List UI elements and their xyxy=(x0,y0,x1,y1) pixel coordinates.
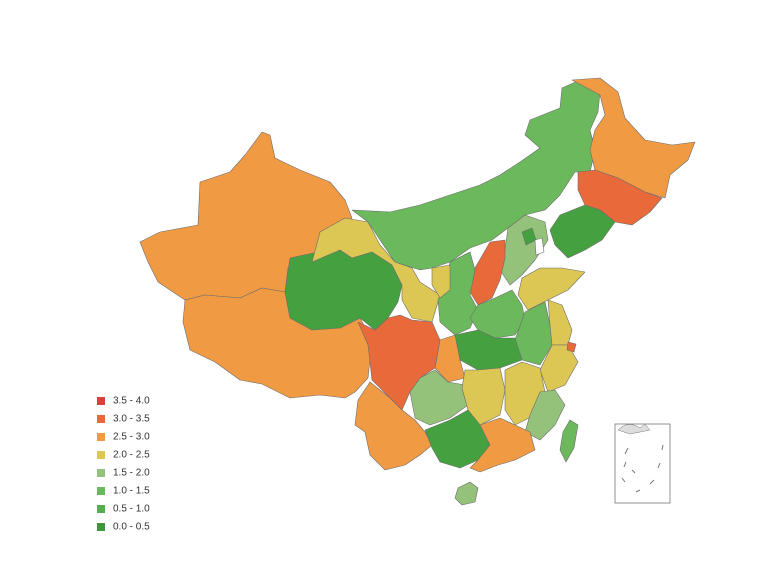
legend-label[interactable]: 2.0 - 2.5 xyxy=(113,450,150,461)
legend-label[interactable]: 2.5 - 3.0 xyxy=(113,432,150,443)
legend-label[interactable]: 0.5 - 1.0 xyxy=(113,504,150,515)
legend-swatch[interactable] xyxy=(97,451,105,459)
legend-label[interactable]: 3.0 - 3.5 xyxy=(113,414,150,425)
region xyxy=(549,204,616,259)
legend: 3.5 - 4.0 3.0 - 3.5 2.5 - 3.0 2.0 - 2.5 1.5 … xyxy=(97,396,150,533)
legend-label[interactable]: 1.5 - 2.0 xyxy=(113,468,150,479)
inset-dashes xyxy=(621,444,664,493)
region xyxy=(354,381,433,471)
inset-land xyxy=(617,423,651,435)
legend-label[interactable]: 3.5 - 4.0 xyxy=(113,396,150,407)
region xyxy=(469,417,536,473)
region xyxy=(571,77,696,199)
region xyxy=(454,329,523,371)
region xyxy=(517,267,586,311)
south-sea-inset xyxy=(614,423,671,504)
region xyxy=(524,389,566,441)
legend-swatch[interactable] xyxy=(97,487,105,495)
legend-label[interactable]: 0.0 - 0.5 xyxy=(113,522,150,533)
region xyxy=(461,367,506,426)
legend-swatch[interactable] xyxy=(97,523,105,531)
region xyxy=(534,237,545,256)
region xyxy=(431,264,451,299)
region xyxy=(559,419,579,463)
region xyxy=(566,341,577,353)
region xyxy=(182,287,373,399)
provinces xyxy=(139,77,696,506)
region xyxy=(454,481,479,506)
legend-swatch[interactable] xyxy=(97,397,105,405)
legend-swatch[interactable] xyxy=(97,415,105,423)
legend-label[interactable]: 1.0 - 1.5 xyxy=(113,486,150,497)
region xyxy=(547,299,573,346)
inset-frame xyxy=(614,423,671,504)
region xyxy=(357,314,441,411)
legend-swatch[interactable] xyxy=(97,433,105,441)
legend-swatch[interactable] xyxy=(97,469,105,477)
region xyxy=(577,169,663,226)
region xyxy=(311,217,441,323)
region xyxy=(469,239,506,306)
region xyxy=(284,249,403,331)
legend-swatch[interactable] xyxy=(97,505,105,513)
